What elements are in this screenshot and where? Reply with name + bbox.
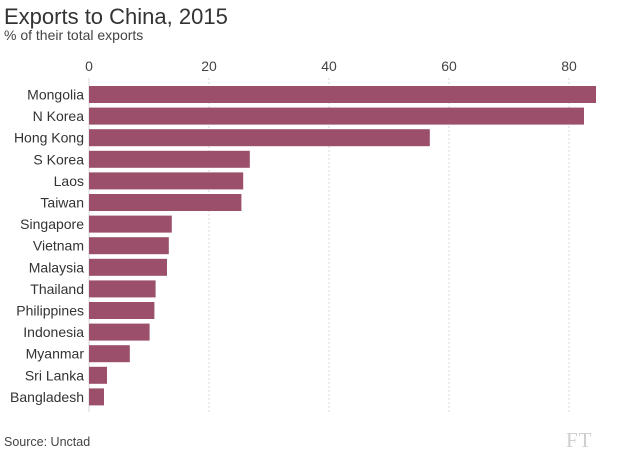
- category-label-taiwan: Taiwan: [40, 195, 84, 211]
- category-label-n-korea: N Korea: [33, 108, 85, 124]
- category-label-s-korea: S Korea: [33, 151, 84, 167]
- category-label-singapore: Singapore: [20, 216, 84, 232]
- category-label-philippines: Philippines: [16, 303, 84, 319]
- bar-taiwan: [89, 194, 242, 211]
- category-label-bangladesh: Bangladesh: [10, 389, 84, 405]
- x-tick-label-40: 40: [321, 58, 337, 74]
- x-tick-label-80: 80: [561, 58, 577, 74]
- category-label-mongolia: Mongolia: [27, 87, 84, 103]
- category-label-laos: Laos: [54, 173, 84, 189]
- bar-sri-lanka: [89, 366, 107, 384]
- bar-bangladesh: [89, 388, 104, 406]
- ft-logo: FT: [566, 428, 593, 452]
- bar-thailand: [89, 280, 156, 298]
- x-tick-label-60: 60: [441, 58, 457, 74]
- category-label-indonesia: Indonesia: [23, 324, 84, 340]
- source-note: Source: Unctad: [4, 435, 91, 449]
- category-label-malaysia: Malaysia: [29, 259, 84, 275]
- x-tick-label-0: 0: [85, 58, 93, 74]
- category-label-thailand: Thailand: [30, 281, 84, 297]
- category-label-hong-kong: Hong Kong: [14, 130, 84, 146]
- chart-subtitle: % of their total exports: [4, 27, 144, 43]
- chart-title: Exports to China, 2015: [4, 4, 228, 29]
- bar-mongolia: [89, 86, 596, 103]
- bar-vietnam: [89, 237, 169, 255]
- bar-indonesia: [89, 323, 150, 341]
- bar-malaysia: [89, 258, 167, 276]
- bar-hong-kong: [89, 129, 430, 147]
- bar-singapore: [89, 215, 172, 233]
- bar-n-korea: [89, 107, 584, 125]
- bar-s-korea: [89, 150, 250, 168]
- category-label-vietnam: Vietnam: [33, 238, 84, 254]
- bar-myanmar: [89, 345, 130, 363]
- bar-philippines: [89, 302, 155, 319]
- x-tick-label-20: 20: [201, 58, 217, 74]
- category-label-myanmar: Myanmar: [26, 346, 85, 362]
- bar-laos: [89, 172, 244, 190]
- category-label-sri-lanka: Sri Lanka: [25, 367, 84, 383]
